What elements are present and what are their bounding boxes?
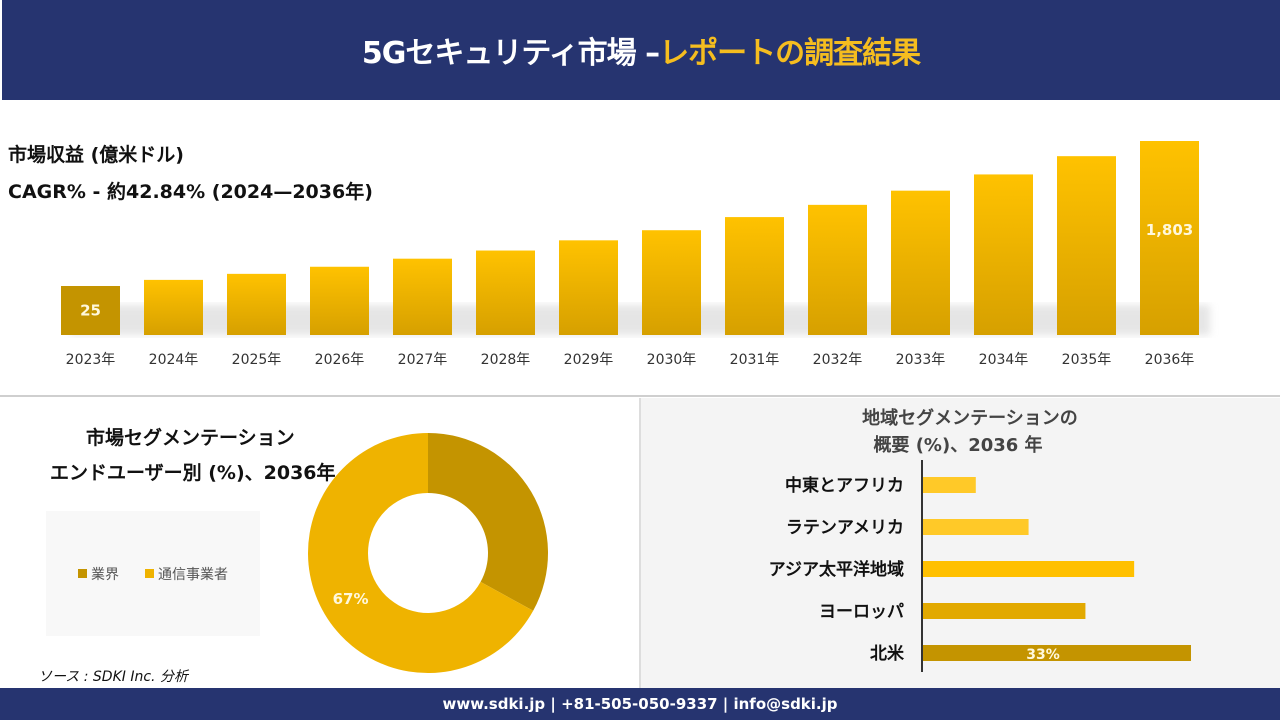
revenue-title: 市場収益 (億米ドル) xyxy=(8,144,184,166)
x-tick-label: 2026年 xyxy=(315,352,365,368)
region-title-line2: 概要 (%)、2036 年 xyxy=(873,435,1043,456)
revenue-bar xyxy=(642,230,701,335)
region-bar xyxy=(923,645,1191,661)
x-tick-label: 2029年 xyxy=(564,352,614,368)
legend-item-telecom: 通信事業者 xyxy=(145,564,228,584)
x-tick-label: 2035年 xyxy=(1062,352,1112,368)
revenue-bar xyxy=(891,190,950,335)
revenue-bar xyxy=(476,250,535,335)
revenue-bar xyxy=(144,279,203,335)
revenue-bar xyxy=(559,240,618,335)
footer: www.sdki.jp | +81-505-050-9337 | info@sd… xyxy=(0,688,1280,720)
region-bar xyxy=(923,603,1086,619)
revenue-bar xyxy=(1140,141,1199,335)
x-tick-label: 2034年 xyxy=(979,352,1029,368)
region-bar xyxy=(923,561,1135,577)
slice-label: 67% xyxy=(333,590,369,608)
region-title-line1: 地域セグメンテーションの xyxy=(862,408,1078,429)
cagr-text: CAGR% - 約42.84% (2024—2036年) xyxy=(8,181,373,203)
enduser-donut-chart: 67% xyxy=(308,433,548,673)
revenue-bar xyxy=(61,286,120,335)
x-tick-label: 2024年 xyxy=(149,352,199,368)
legend-swatch xyxy=(78,569,87,578)
page-title: 5Gセキュリティ市場 – xyxy=(361,36,660,71)
data-label: 1,803 xyxy=(1146,221,1193,239)
x-tick-label: 2025年 xyxy=(232,352,282,368)
donut-slice xyxy=(428,433,548,611)
region-label: ヨーロッパ xyxy=(819,602,904,622)
page-title-accent: レポートの調査結果 xyxy=(659,36,921,71)
x-tick-label: 2023年 xyxy=(66,352,116,368)
x-tick-label: 2028年 xyxy=(481,352,531,368)
region-label: ラテンアメリカ xyxy=(786,518,904,538)
revenue-bar xyxy=(725,217,784,335)
data-label: 25 xyxy=(80,302,101,320)
region-label: アジア太平洋地域 xyxy=(769,559,904,580)
legend-item-industry: 業界 xyxy=(78,564,119,584)
header-banner: 5Gセキュリティ市場 – レポートの調査結果 xyxy=(2,0,1280,100)
legend-swatch xyxy=(145,569,154,578)
region-label: 北米 xyxy=(870,643,905,664)
x-tick-label: 2031年 xyxy=(730,352,780,368)
revenue-bar-chart: 2023年 25 2024年 2025年 2026年 2027年 2028年 2029年 203… xyxy=(61,141,1210,368)
x-tick-label: 2032年 xyxy=(813,352,863,368)
region-panel xyxy=(641,398,1280,688)
revenue-bar xyxy=(974,174,1033,335)
region-bar xyxy=(923,519,1029,535)
legend-label: 通信事業者 xyxy=(158,566,228,583)
revenue-bar xyxy=(227,273,286,335)
x-tick-label: 2036年 xyxy=(1145,352,1195,368)
segment-title-line1: 市場セグメンテーション xyxy=(86,427,295,449)
region-bar xyxy=(923,477,976,493)
donut-slice xyxy=(308,433,534,673)
segment-title-line2: エンドユーザー別 (%)、2036年 xyxy=(50,462,336,484)
x-tick-label: 2033年 xyxy=(896,352,946,368)
source-note: ソース : SDKI Inc. 分析 xyxy=(38,669,188,685)
x-tick-label: 2027年 xyxy=(398,352,448,368)
revenue-bar xyxy=(310,266,369,335)
x-tick-label: 2030年 xyxy=(647,352,697,368)
legend-label: 業界 xyxy=(91,566,119,583)
footer-contact[interactable]: www.sdki.jp | +81-505-050-9337 | info@sd… xyxy=(442,695,838,713)
revenue-bar xyxy=(1057,156,1116,335)
data-label: 33% xyxy=(1026,647,1060,663)
section-divider xyxy=(0,395,1280,397)
revenue-bar xyxy=(393,258,452,335)
revenue-bar xyxy=(808,204,867,335)
region-label: 中東とアフリカ xyxy=(785,475,904,496)
section-divider-vertical xyxy=(639,398,641,688)
donut-legend: 業界 通信事業者 xyxy=(46,511,260,636)
